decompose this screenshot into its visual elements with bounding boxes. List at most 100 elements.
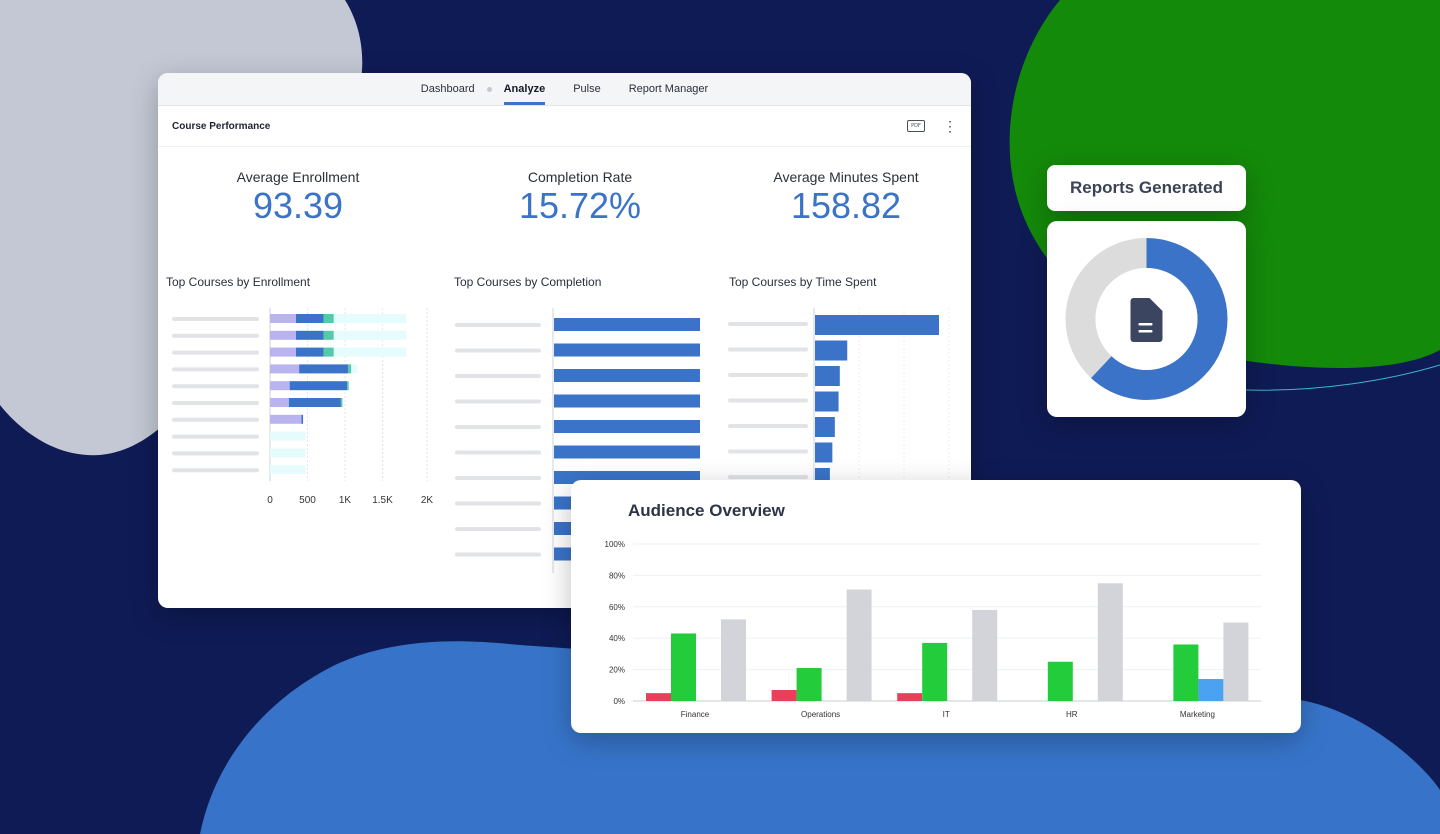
completion-bar bbox=[554, 369, 700, 382]
enrollment-bar-segment bbox=[270, 381, 290, 391]
audience-bar bbox=[972, 609, 998, 701]
enrollment-bar-segment bbox=[333, 330, 407, 340]
completion-bar bbox=[554, 445, 700, 459]
kpi-label: Average Enrollment bbox=[236, 169, 360, 185]
enrollment-bar-segment bbox=[289, 381, 348, 391]
enrollment-bar-segment bbox=[301, 414, 304, 424]
time-spent-bar bbox=[815, 340, 848, 361]
enrollment-bar-segment bbox=[347, 364, 352, 374]
enrollment-bar-segment bbox=[270, 414, 302, 424]
enrollment-bar-segment bbox=[270, 465, 306, 475]
audience-overview-card: Audience Overview 0% 20% 40% 60% 80% 100% Fina… bbox=[571, 480, 1301, 733]
enrollment-bar-segment bbox=[340, 398, 343, 407]
enrollment-bar-segment bbox=[295, 347, 324, 357]
row-label-placeholder bbox=[172, 434, 259, 439]
enrollment-bar-segment bbox=[270, 398, 289, 407]
x-tick-label: 1.5K bbox=[372, 495, 393, 506]
kpi-average-enrollment: Average Enrollment 93.39 bbox=[198, 169, 398, 224]
row-label-placeholder bbox=[172, 417, 259, 422]
completion-bar bbox=[554, 420, 700, 433]
audience-bar bbox=[721, 619, 746, 701]
tab-pulse[interactable]: Pulse bbox=[573, 83, 601, 95]
row-label-placeholder bbox=[728, 322, 808, 326]
panel-header: Course Performance PDF ⋮ bbox=[158, 106, 971, 147]
row-label-placeholder bbox=[455, 425, 541, 429]
tab-dashboard[interactable]: Dashboard bbox=[420, 83, 475, 95]
row-label-placeholder bbox=[455, 348, 541, 353]
time-spent-bar bbox=[815, 442, 833, 463]
row-label-placeholder bbox=[172, 367, 259, 372]
kpi-label: Completion Rate bbox=[527, 169, 633, 185]
row-label-placeholder bbox=[172, 401, 259, 405]
row-label-placeholder bbox=[728, 347, 808, 352]
reports-generated-label-card: Reports Generated bbox=[1047, 165, 1246, 211]
kebab-menu-icon[interactable]: ⋮ bbox=[943, 118, 957, 134]
enrollment-bar-segment bbox=[288, 398, 341, 407]
audience-bar bbox=[1198, 679, 1224, 701]
enrollment-bar-segment bbox=[295, 314, 324, 323]
row-label-placeholder bbox=[728, 373, 808, 377]
enrollment-bar-segment bbox=[333, 347, 407, 357]
panel-title: Course Performance bbox=[172, 120, 271, 132]
x-category-label: IT bbox=[943, 710, 950, 719]
document-icon bbox=[1130, 298, 1163, 342]
enrollment-bar-segment bbox=[333, 314, 407, 323]
document-icon-line bbox=[1138, 323, 1153, 326]
time-spent-bar bbox=[815, 391, 839, 412]
y-tick-label: 100% bbox=[605, 540, 625, 549]
kpi-value: 158.82 bbox=[790, 185, 902, 226]
x-category-label: HR bbox=[1066, 710, 1078, 719]
enrollment-bar-segment bbox=[270, 330, 296, 340]
pdf-export-icon[interactable]: PDF bbox=[907, 120, 925, 132]
enrollment-chart: 0 500 1K 1.5K 2K bbox=[172, 308, 433, 506]
y-tick-label: 0% bbox=[613, 697, 625, 706]
tab-report-manager[interactable]: Report Manager bbox=[628, 83, 709, 95]
row-label-placeholder bbox=[172, 317, 259, 321]
nav-separator-dot bbox=[486, 86, 492, 92]
kpi-value: 15.72% bbox=[518, 185, 642, 226]
row-label-placeholder bbox=[455, 323, 541, 327]
audience-bar bbox=[897, 693, 923, 701]
enrollment-bar-segment bbox=[299, 364, 348, 374]
enrollment-bar-segment bbox=[351, 364, 358, 374]
donut-slice bbox=[1065, 238, 1228, 400]
y-tick-label: 80% bbox=[609, 571, 625, 580]
kpi-completion-rate: Completion Rate 15.72% bbox=[480, 169, 680, 224]
row-label-placeholder bbox=[455, 399, 541, 404]
reports-donut-chart bbox=[1065, 238, 1228, 400]
kpi-value: 93.39 bbox=[252, 185, 344, 226]
audience-bar bbox=[1097, 583, 1123, 701]
enrollment-bar-segment bbox=[270, 314, 296, 323]
audience-bar bbox=[1223, 622, 1249, 701]
completion-bar bbox=[554, 343, 700, 357]
time-spent-bar bbox=[815, 366, 840, 386]
completion-bar bbox=[554, 318, 700, 331]
enrollment-bar-segment bbox=[270, 364, 300, 374]
x-tick-label: 0 bbox=[267, 495, 273, 506]
top-navigation: Dashboard Analyze Pulse Report Manager bbox=[158, 73, 971, 106]
reports-generated-card bbox=[1047, 221, 1246, 417]
reports-generated-title: Reports Generated bbox=[1069, 178, 1224, 197]
audience-bar bbox=[922, 642, 948, 701]
row-label-placeholder bbox=[455, 501, 541, 506]
x-category-label: Marketing bbox=[1180, 710, 1215, 719]
row-label-placeholder bbox=[728, 475, 808, 479]
row-label-placeholder bbox=[728, 449, 808, 454]
row-label-placeholder bbox=[455, 476, 541, 480]
tab-analyze[interactable]: Analyze bbox=[490, 73, 560, 105]
row-label-placeholder bbox=[172, 333, 259, 338]
audience-bar bbox=[646, 693, 671, 701]
enrollment-bar-segment bbox=[347, 381, 349, 391]
enrollment-bar-segment bbox=[295, 330, 324, 340]
y-tick-label: 20% bbox=[609, 666, 625, 675]
audience-overview-title: Audience Overview bbox=[628, 501, 785, 520]
x-category-label: Finance bbox=[681, 710, 710, 719]
audience-bar bbox=[671, 633, 696, 701]
y-tick-label: 40% bbox=[609, 634, 625, 643]
teal-line bbox=[1244, 364, 1440, 391]
audience-bar bbox=[1047, 661, 1073, 701]
row-label-placeholder bbox=[728, 424, 808, 428]
enrollment-bar-segment bbox=[323, 347, 334, 357]
row-label-placeholder bbox=[455, 450, 541, 455]
y-tick-label: 60% bbox=[609, 603, 625, 612]
